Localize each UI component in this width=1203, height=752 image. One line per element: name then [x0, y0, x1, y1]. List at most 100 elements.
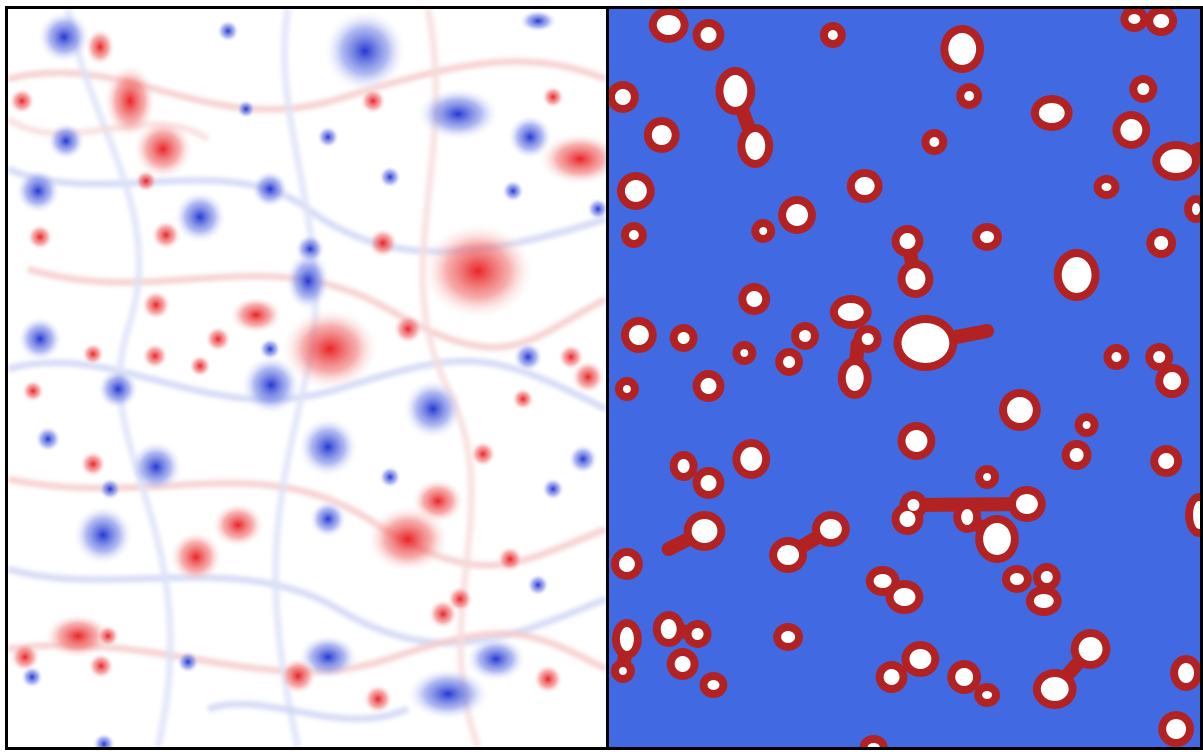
vortex-core: [691, 519, 718, 543]
negative-vortex: [297, 416, 359, 478]
positive-vortex: [26, 223, 54, 251]
positive-vortex: [367, 227, 399, 259]
positive-vortex: [84, 28, 116, 66]
vortex-core: [827, 30, 838, 40]
vortex-core: [861, 333, 874, 345]
vortex-core: [907, 499, 920, 511]
negative-vortex: [586, 197, 606, 221]
vortex-core: [1153, 14, 1170, 28]
vortex-core: [614, 89, 631, 105]
vortex-core: [905, 268, 926, 290]
vortex-core: [905, 430, 928, 452]
negative-vortex: [258, 337, 282, 361]
vortex-core: [1153, 351, 1166, 363]
positive-vortex: [538, 132, 606, 186]
negative-vortex: [17, 316, 63, 362]
negative-vortex: [216, 19, 240, 43]
vortex-core: [799, 330, 811, 342]
vortex-core: [1193, 501, 1200, 529]
positive-vortex: [169, 530, 223, 584]
vortex-core: [674, 656, 691, 672]
positive-vortex: [211, 502, 265, 548]
vorticity-field-image: [8, 9, 606, 747]
vortex-core: [618, 667, 627, 675]
vortex-core: [781, 631, 796, 643]
positive-vortex: [496, 545, 524, 573]
negative-vortex: [402, 378, 464, 440]
positive-vortex: [279, 657, 317, 695]
positive-vortex: [8, 87, 36, 115]
negative-vortex: [501, 179, 525, 203]
vortex-core: [1038, 103, 1065, 123]
vortex-core: [740, 447, 763, 471]
negative-vortex: [236, 99, 256, 119]
vortex-core: [1069, 448, 1084, 462]
positive-vortex: [87, 652, 115, 680]
vortex-core: [691, 628, 704, 640]
negative-vortex: [34, 425, 62, 453]
negative-vortex: [541, 477, 565, 501]
vorticity-filament: [8, 357, 606, 413]
negative-vortex: [176, 650, 200, 674]
positive-vortex: [541, 85, 565, 109]
vortex-core: [740, 349, 749, 357]
vortex-core: [909, 649, 932, 669]
positive-vortex: [150, 219, 182, 251]
negative-vortex: [15, 168, 61, 214]
positive-vortex: [229, 296, 283, 334]
positive-vortex: [141, 342, 169, 370]
positive-vortex: [103, 63, 157, 139]
negative-vortex: [20, 665, 44, 689]
vortex-core: [899, 233, 916, 249]
vortex-core: [723, 75, 748, 107]
vortex-core: [677, 332, 690, 344]
vortex-core: [618, 556, 635, 572]
vortex-core: [677, 459, 690, 473]
vortex-core: [1120, 119, 1143, 141]
vortex-core: [1166, 719, 1187, 739]
vortex-core: [1033, 594, 1054, 608]
positive-vortex: [392, 313, 424, 345]
negative-vortex: [512, 341, 544, 373]
vortex-core: [622, 385, 631, 393]
negative-vortex: [251, 170, 289, 208]
vortex-core: [1137, 83, 1150, 95]
negative-vortex: [129, 440, 183, 494]
vortex-core: [700, 378, 717, 394]
vorticity-field-panel: [8, 9, 609, 747]
vortex-core: [1040, 571, 1053, 583]
vortex-core: [948, 33, 977, 65]
positive-vortex: [140, 289, 172, 321]
vortex-core: [964, 91, 975, 101]
vortex-core: [1009, 573, 1024, 585]
positive-vortex: [280, 307, 380, 391]
vorticity-filament: [8, 58, 606, 113]
negative-vortex: [526, 573, 550, 597]
vortex-core: [1101, 183, 1112, 191]
vorticity-filament: [8, 630, 606, 676]
vortex-core: [854, 177, 875, 195]
vortex-core: [883, 669, 900, 685]
vortex-core: [1078, 637, 1103, 661]
vortex-core: [745, 132, 766, 160]
negative-vortex: [323, 9, 407, 93]
vortex-core: [819, 519, 842, 539]
negative-vortex: [316, 125, 340, 149]
negative-vortex: [416, 87, 500, 141]
positive-vortex: [366, 504, 450, 574]
vortex-core: [1128, 14, 1141, 24]
vortex-core: [1006, 397, 1033, 423]
negative-vortex: [567, 443, 599, 475]
vortex-core: [837, 303, 864, 321]
negative-vortex: [98, 477, 122, 501]
vortex-mask-panel: [609, 9, 1200, 747]
vortex-core: [777, 545, 800, 565]
vortex-core: [983, 473, 992, 481]
positive-vortex: [81, 342, 105, 366]
vortex-core: [893, 588, 916, 606]
negative-vortex: [519, 9, 557, 33]
vortex-boundary: [859, 735, 888, 747]
positive-vortex: [570, 359, 606, 395]
vortex-core: [867, 743, 880, 747]
vortex-core: [980, 231, 995, 243]
